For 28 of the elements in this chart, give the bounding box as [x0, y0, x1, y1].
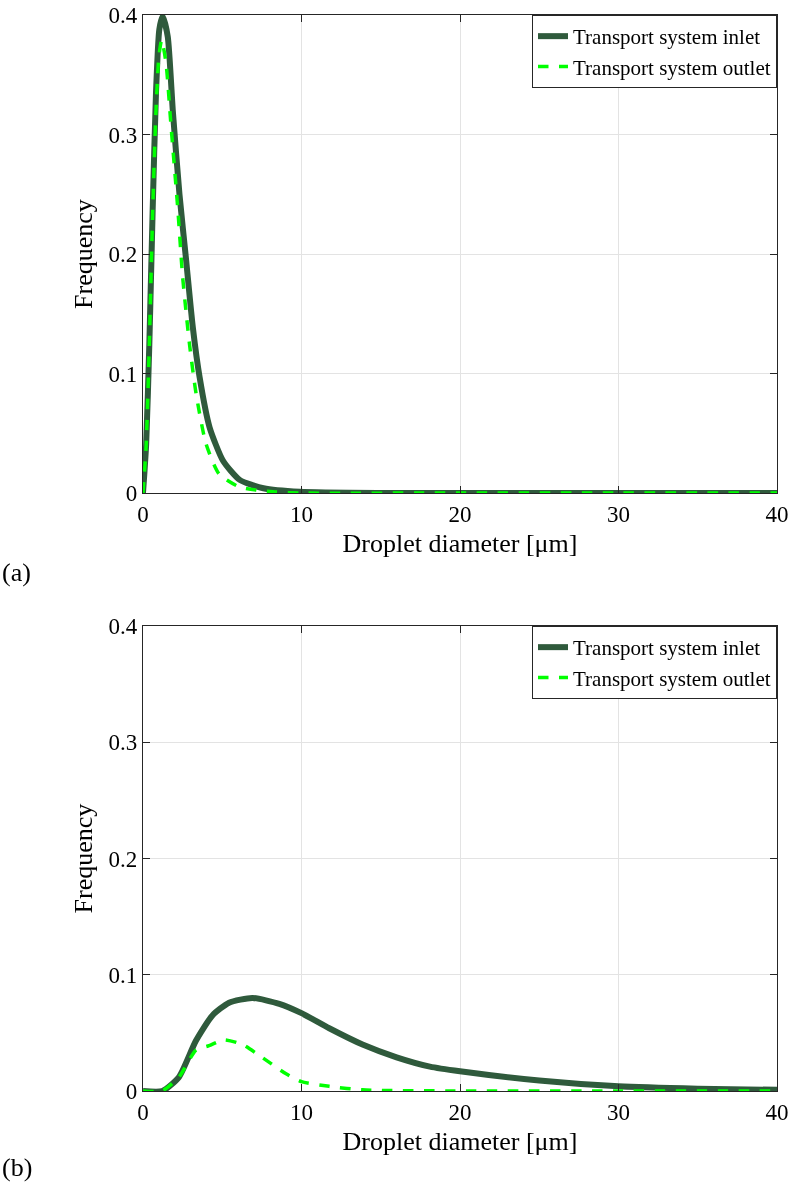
- y-tick-label: 0.1: [108, 962, 138, 988]
- x-axis-title: Droplet diameter [μm]: [342, 529, 578, 559]
- x-tick-label: 30: [607, 501, 630, 527]
- y-tick-label: 0: [125, 1079, 138, 1105]
- x-axis-title: Droplet diameter [μm]: [342, 1127, 578, 1157]
- y-tick-label: 0.2: [108, 242, 138, 268]
- x-tick-label: 10: [290, 501, 313, 527]
- x-tick-label: 20: [448, 1099, 472, 1125]
- y-tick-label: 0: [125, 481, 138, 507]
- legend-label: Transport system outlet: [573, 666, 771, 691]
- text: (a): [2, 558, 31, 587]
- x-tick-label: 10: [290, 1099, 313, 1125]
- x-tick-label: 30: [607, 1099, 630, 1125]
- y-tick-label: 0.3: [108, 122, 138, 148]
- legend-label: Transport system inlet: [573, 636, 761, 661]
- y-axis-title: Frequency: [68, 803, 98, 914]
- y-tick-label: 0.2: [108, 846, 138, 872]
- text: (b): [2, 1153, 33, 1182]
- legend-label: Transport system outlet: [573, 55, 771, 80]
- y-tick-label: 0.3: [108, 730, 138, 756]
- x-tick-label: 40: [765, 501, 789, 527]
- legend-label: Transport system inlet: [573, 25, 761, 50]
- y-tick-label: 0.1: [108, 361, 138, 387]
- x-tick-label: 20: [448, 501, 472, 527]
- x-tick-label: 40: [765, 1099, 789, 1125]
- y-tick-label: 0.4: [108, 614, 138, 640]
- y-tick-label: 0.4: [108, 3, 138, 29]
- y-axis-title: Frequency: [68, 199, 98, 309]
